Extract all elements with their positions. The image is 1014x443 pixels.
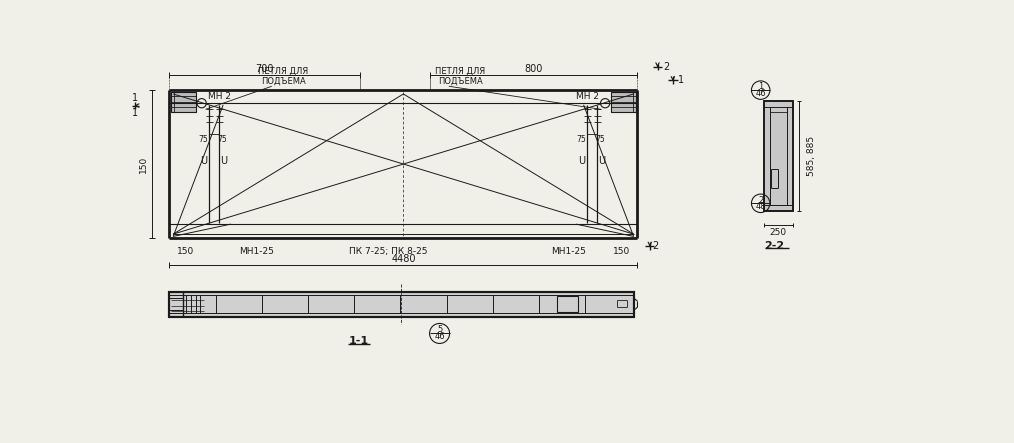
Text: U: U xyxy=(578,156,585,166)
Text: МН 2: МН 2 xyxy=(576,92,599,101)
Text: 2-2: 2-2 xyxy=(765,241,785,251)
Text: U: U xyxy=(598,156,605,166)
Text: ПЕТЛЯ ДЛЯ
ПОДЪЕМА: ПЕТЛЯ ДЛЯ ПОДЪЕМА xyxy=(259,66,308,86)
Text: 4480: 4480 xyxy=(391,254,416,264)
Text: 2: 2 xyxy=(663,62,669,72)
Text: 150: 150 xyxy=(612,247,630,256)
Text: 150: 150 xyxy=(139,155,148,173)
Text: 1: 1 xyxy=(133,108,139,118)
Text: 1: 1 xyxy=(133,93,139,103)
Bar xyxy=(169,292,634,316)
Text: 5: 5 xyxy=(437,326,442,334)
Bar xyxy=(764,101,793,211)
Text: 150: 150 xyxy=(177,247,195,256)
Text: U: U xyxy=(220,156,227,166)
Bar xyxy=(557,296,578,312)
Text: ПЕТЛЯ ДЛЯ
ПОДЪЕМА: ПЕТЛЯ ДЛЯ ПОДЪЕМА xyxy=(435,66,486,86)
Text: 1: 1 xyxy=(758,82,764,91)
Text: 2: 2 xyxy=(652,241,658,251)
Text: 700: 700 xyxy=(256,64,274,74)
Text: 75: 75 xyxy=(595,135,605,144)
Text: U: U xyxy=(200,156,207,166)
Text: 75: 75 xyxy=(218,135,227,144)
Text: 800: 800 xyxy=(524,64,542,74)
Bar xyxy=(171,92,197,112)
Text: МН 2: МН 2 xyxy=(208,92,231,101)
Text: 1: 1 xyxy=(677,75,683,85)
Bar xyxy=(764,101,793,211)
Text: 2: 2 xyxy=(758,195,764,205)
Text: 46: 46 xyxy=(434,332,445,342)
Text: 75: 75 xyxy=(576,135,586,144)
Text: 75: 75 xyxy=(199,135,208,144)
Text: 46: 46 xyxy=(755,89,766,98)
Bar xyxy=(169,292,634,316)
Text: 48: 48 xyxy=(755,202,766,211)
Bar xyxy=(610,92,636,112)
Text: 250: 250 xyxy=(770,228,787,237)
Text: МН1-25: МН1-25 xyxy=(551,247,586,256)
Text: 585, 885: 585, 885 xyxy=(807,136,816,175)
Text: МН1-25: МН1-25 xyxy=(238,247,274,256)
Text: 1-1: 1-1 xyxy=(349,336,369,346)
Text: ПК 7-25; ПК 8-25: ПК 7-25; ПК 8-25 xyxy=(349,247,427,256)
